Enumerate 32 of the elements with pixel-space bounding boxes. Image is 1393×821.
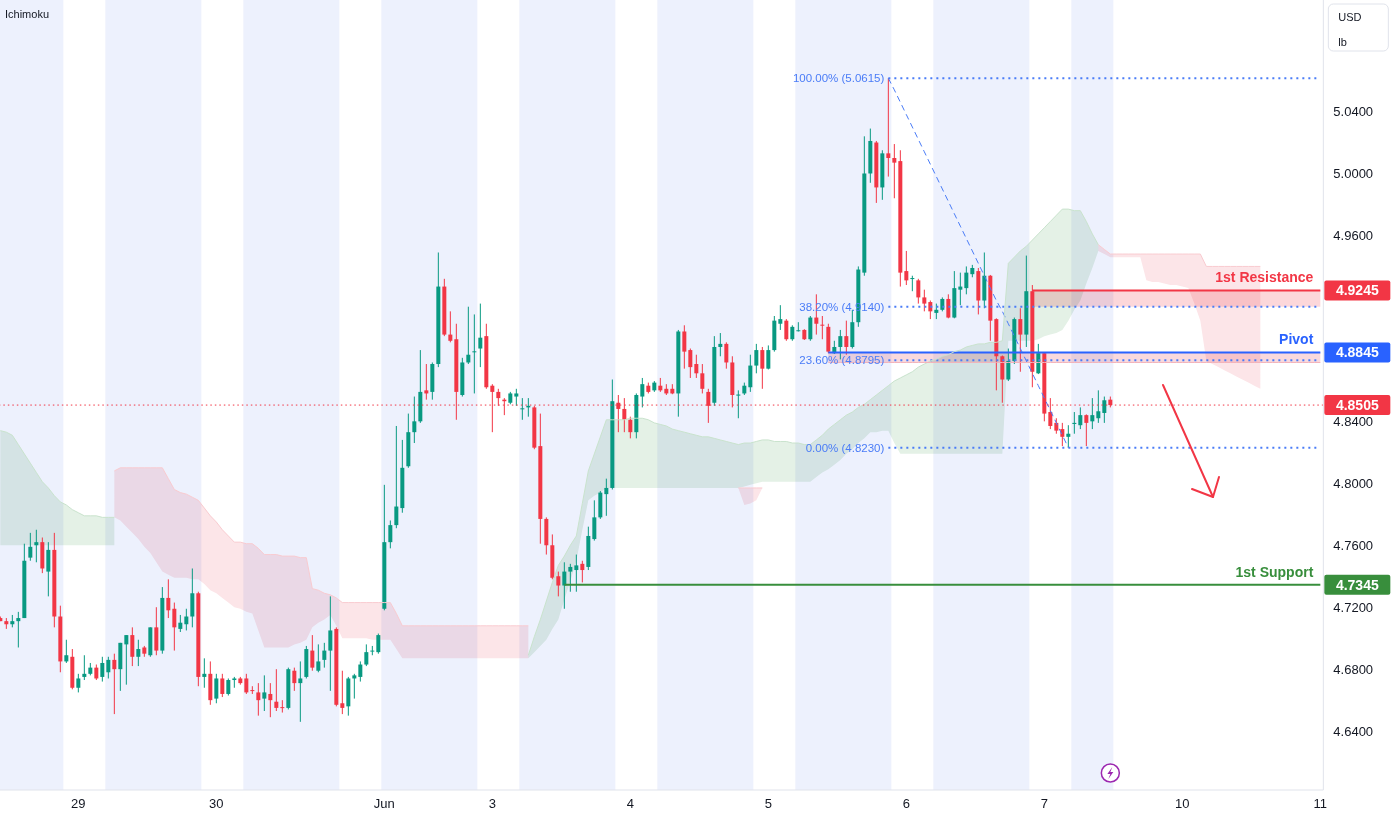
data-label: 4.7345 (1335, 576, 1379, 593)
x-tick-label: 3 (488, 796, 496, 812)
series-label: 0.00% (4.8230) (805, 441, 885, 454)
y-tick-label: 4.7600 (1333, 537, 1374, 553)
y-tick-label: 4.8400 (1333, 413, 1374, 429)
series-label: 1st Support (1235, 563, 1314, 580)
x-tick-label: Jun (373, 796, 395, 812)
x-tick-label: 4 (626, 796, 634, 812)
x-tick-label: 6 (902, 796, 910, 812)
series-label: 1st Resistance (1215, 269, 1314, 286)
data-label: 4.9245 (1335, 282, 1379, 299)
x-tick-label: 29 (71, 796, 86, 812)
ref-line-label: 4.8505 (1335, 397, 1379, 414)
y-tick-label: 5.0400 (1333, 104, 1374, 120)
series-label: Pivot (1279, 331, 1314, 348)
data-label: 4.8845 (1335, 344, 1379, 361)
annotation: Ichimoku (5, 8, 50, 20)
x-tick-label: 10 (1175, 796, 1190, 812)
x-tick-label: 11 (1313, 796, 1328, 812)
x-tick-label: 30 (209, 796, 224, 812)
y-tick-label: 4.6400 (1333, 723, 1374, 739)
y-tick-label: 5.0000 (1333, 166, 1374, 182)
text: lb (1338, 36, 1347, 48)
x-tick-label: 5 (764, 796, 772, 812)
y-tick-label: 4.6800 (1333, 661, 1374, 677)
y-tick-label: 4.7200 (1333, 599, 1374, 615)
series-label: 100.00% (5.0615) (792, 72, 885, 85)
y-tick-label: 4.8000 (1333, 475, 1374, 491)
text: USD (1338, 11, 1362, 23)
y-tick-label: 4.9600 (1333, 228, 1374, 244)
x-tick-label: 7 (1040, 796, 1048, 812)
series-label: 23.60% (4.8795) (799, 354, 885, 367)
